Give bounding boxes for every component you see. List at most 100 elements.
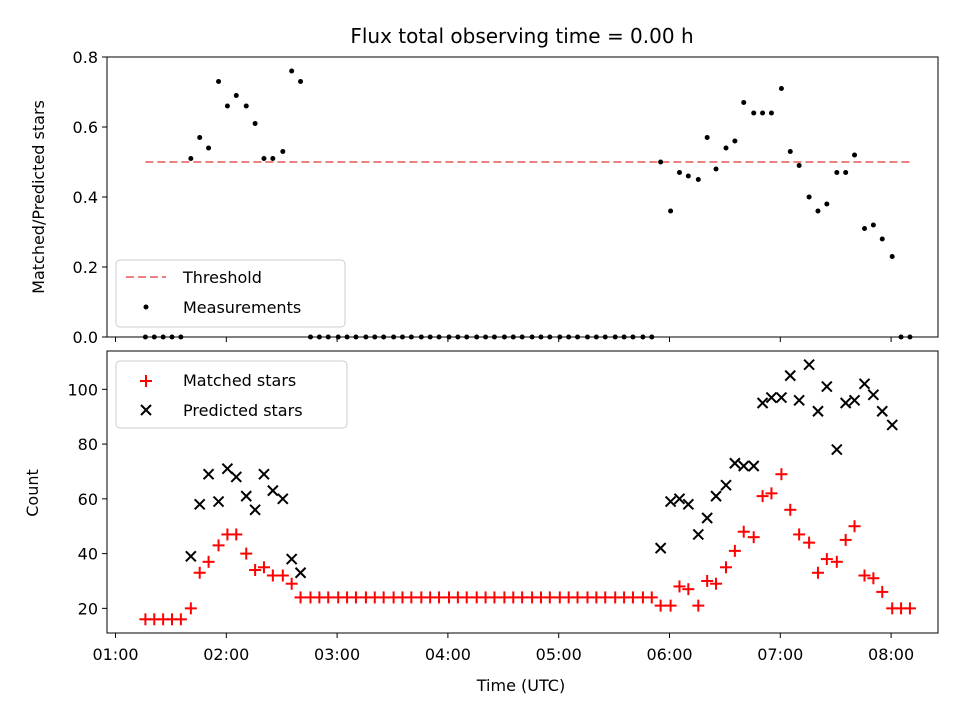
predicted-star-point (831, 443, 843, 456)
matched-star-point (249, 564, 262, 577)
measurement-point (843, 170, 849, 175)
predicted-star-point (738, 460, 750, 472)
predicted-star-point (793, 394, 805, 406)
predicted-star-point (821, 380, 833, 393)
matched-star-point (174, 613, 187, 626)
matched-star-point (673, 580, 686, 593)
matched-star-point (285, 577, 298, 590)
predicted-star-point (692, 528, 705, 541)
predicted-star-point (839, 397, 852, 409)
ratio-marks (142, 68, 914, 340)
count-y-tick-label: 100 (67, 380, 98, 399)
matched-star-point (858, 569, 871, 582)
matched-star-point (756, 490, 769, 503)
matched-star-point (737, 525, 750, 538)
matched-star-point (793, 528, 806, 541)
matched-star-point (692, 599, 705, 612)
measurement-point (862, 226, 868, 231)
count-x-tick-label: 03:00 (314, 645, 360, 664)
predicted-star-point (876, 405, 888, 417)
predicted-star-point (848, 394, 861, 406)
predicted-star-point (194, 498, 206, 511)
measurement-point (824, 201, 830, 207)
matched-star-point (184, 602, 197, 615)
measurement-point (668, 208, 674, 214)
count-plot-frame (106, 350, 939, 634)
predicted-star-point (654, 542, 667, 554)
count-y-tick-label: 20 (78, 599, 98, 618)
ratio-panel: 0.00.20.40.60.8 Matched/Predicted stars … (29, 48, 939, 347)
predicted-star-point (729, 457, 741, 469)
predicted-star-point (202, 468, 215, 480)
matched-star-point (202, 555, 215, 568)
matched-star-point (240, 547, 253, 560)
measurement-point (787, 149, 793, 154)
count-x-tick-label: 08:00 (868, 645, 914, 664)
matched-star-point (720, 561, 733, 574)
predicted-star-point (277, 493, 289, 505)
predicted-star-point (673, 493, 686, 505)
measurement-point (298, 79, 304, 84)
measurement-point (695, 177, 701, 182)
matched-star-point (811, 566, 824, 579)
predicted-star-point (230, 471, 242, 483)
ratio-plot-frame (106, 56, 939, 338)
matched-star-point (820, 553, 833, 566)
matched-star-point (276, 569, 289, 582)
measurement-point (879, 236, 885, 242)
count-legend: Matched stars Predicted stars (115, 360, 348, 429)
predicted-star-point (285, 553, 298, 565)
matched-star-point (765, 487, 778, 500)
count-y-axis-label: Count (23, 469, 42, 517)
measurement-point (280, 149, 286, 154)
chart-title: Flux total observing time = 0.00 h (350, 24, 693, 48)
legend-predicted-label: Predicted stars (183, 401, 303, 420)
count-x-tick-label: 04:00 (425, 645, 471, 664)
measurement-point (188, 156, 194, 161)
predicted-star-point (240, 490, 252, 502)
legend-threshold-label: Threshold (182, 268, 262, 287)
ratio-y-tick-label: 0.4 (73, 188, 98, 207)
count-x-tick-label: 06:00 (646, 645, 692, 664)
predicted-star-point (720, 479, 732, 491)
matched-star-point (903, 602, 916, 615)
matched-star-point (747, 531, 760, 544)
count-x-tick-label: 01:00 (92, 645, 138, 664)
measurement-point (704, 135, 710, 140)
predicted-star-point (812, 405, 824, 417)
matched-star-point (701, 574, 714, 587)
matched-star-point (257, 561, 270, 574)
measurement-point (870, 222, 876, 228)
ratio-y-tick-label: 0.6 (73, 118, 98, 137)
matched-star-point (664, 599, 677, 612)
measurement-point (658, 159, 664, 165)
measurement-point (852, 152, 858, 158)
count-y-tick-label: 40 (78, 545, 98, 564)
measurement-point (796, 163, 802, 168)
legend-predicted-marker (140, 404, 152, 416)
count-legend-box (115, 360, 348, 429)
count-ticks: 20 40 60 80 100 01:00 02:00 03:00 04:00 05:00 06:0… (67, 380, 914, 664)
measurement-point (289, 68, 295, 74)
measurement-point (834, 170, 840, 175)
count-x-tick-label: 07:00 (757, 645, 803, 664)
measurement-point (732, 138, 738, 144)
predicted-star-point (267, 484, 279, 497)
legend-matched-label: Matched stars (183, 371, 296, 390)
measurement-point (270, 156, 276, 161)
count-y-tick-label: 80 (78, 435, 98, 454)
matched-star-point (728, 544, 741, 557)
predicted-star-point (756, 397, 769, 409)
predicted-star-point (258, 468, 270, 480)
count-x-tick-label: 02:00 (203, 645, 249, 664)
measurement-point (243, 103, 249, 109)
matched-star-point (775, 468, 788, 481)
predicted-star-point (701, 512, 713, 524)
legend-measurements-marker (143, 304, 149, 310)
measurement-point (261, 156, 267, 161)
measurement-point (206, 145, 212, 151)
predicted-star-point (664, 495, 677, 508)
measurement-point (889, 254, 895, 259)
matched-star-point (830, 555, 843, 568)
